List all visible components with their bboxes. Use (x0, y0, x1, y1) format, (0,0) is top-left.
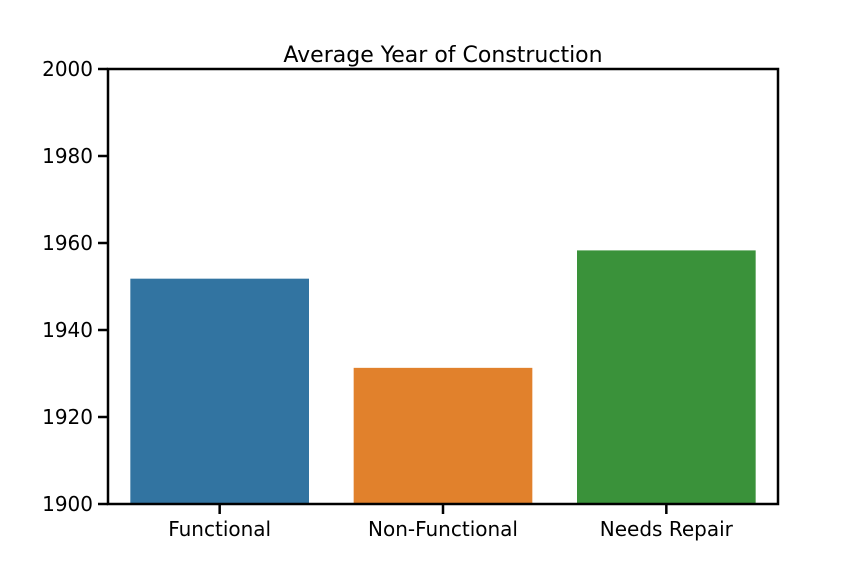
x-tick-label: Functional (168, 517, 271, 541)
bar-functional (130, 278, 309, 504)
x-axis: Functional Non-Functional Needs Repair (168, 504, 734, 541)
bar-non-functional (353, 367, 533, 504)
plot-frame (106, 67, 780, 506)
y-tick-label: 2000 (42, 57, 93, 81)
bars-layer (130, 250, 756, 504)
chart-title: Average Year of Construction (283, 43, 602, 68)
y-axis: 1900 1920 1940 1960 1980 2000 (42, 57, 108, 516)
y-tick-label: 1900 (42, 492, 93, 516)
x-tick-label: Non-Functional (368, 517, 518, 541)
y-tick-label: 1940 (42, 318, 93, 342)
y-tick-label: 1920 (42, 405, 93, 429)
y-tick-label: 1960 (42, 231, 93, 255)
x-tick-label: Needs Repair (600, 517, 734, 541)
y-tick-label: 1980 (42, 144, 93, 168)
bar-needs-repair (577, 250, 756, 504)
